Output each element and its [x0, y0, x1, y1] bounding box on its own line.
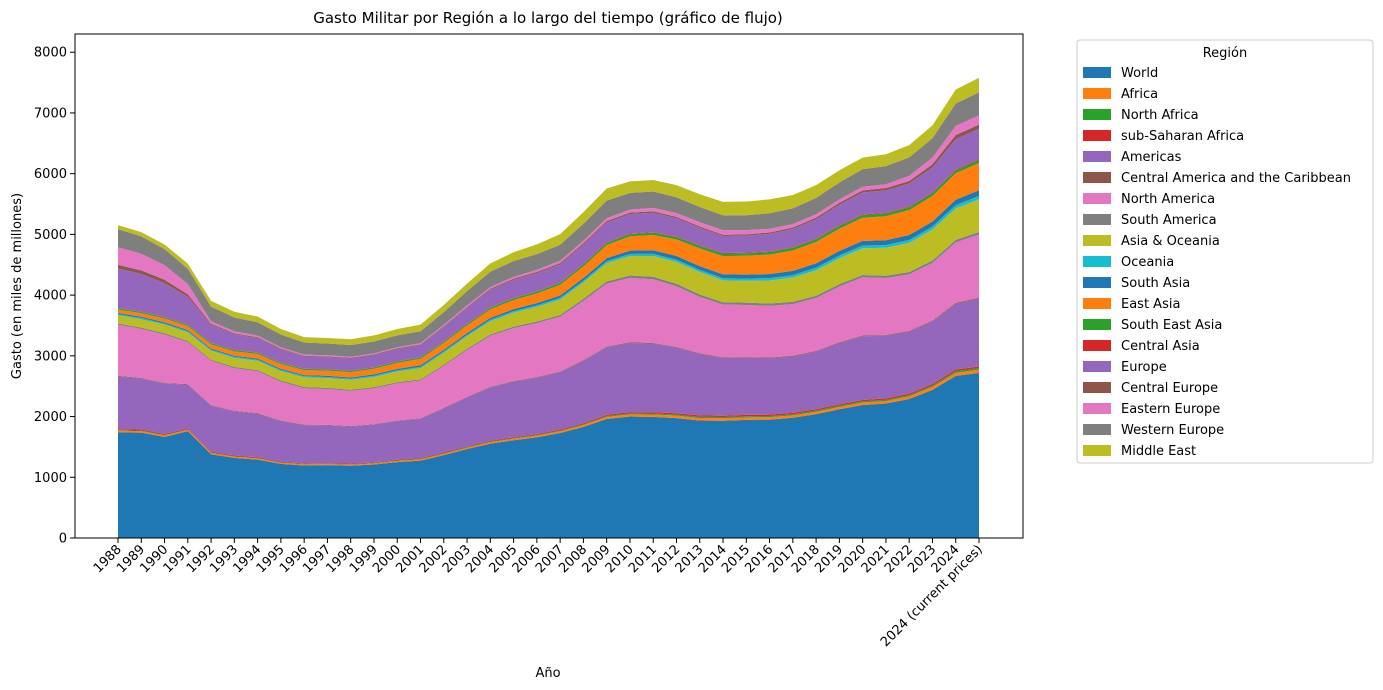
legend-label-south-east-asia: South East Asia: [1121, 318, 1222, 333]
legend-swatch-asia-oceania: [1083, 235, 1111, 246]
legend-swatch-north-africa: [1083, 109, 1111, 120]
legend-label-world: World: [1121, 66, 1158, 81]
y-tick-label: 4000: [34, 289, 67, 304]
legend-swatch-south-asia: [1083, 277, 1111, 288]
area-asia-oceania: [118, 199, 979, 390]
legend-label-south-asia: South Asia: [1121, 276, 1190, 291]
legend-label-oceania: Oceania: [1121, 255, 1174, 270]
x-axis: 1988198919901991199219931994199519961997…: [91, 538, 986, 650]
legend-swatch-americas: [1083, 151, 1111, 162]
area-world: [118, 372, 979, 538]
area-north-america: [118, 234, 979, 427]
legend-label-asia-oceania: Asia & Oceania: [1121, 234, 1220, 249]
legend: Región World Africa North Africa sub-Sahara…: [1076, 39, 1374, 464]
legend-frame: [1076, 39, 1374, 464]
legend-label-south-america: South America: [1121, 213, 1217, 228]
legend-label-central-asia: Central Asia: [1121, 339, 1200, 354]
plot-frame: [74, 33, 1024, 539]
legend-swatch-world: [1083, 67, 1111, 78]
y-axis-label: Gasto (en miles de millones): [10, 193, 25, 379]
legend-swatch-north-america: [1083, 193, 1111, 204]
chart-title: Gasto Militar por Región a lo largo del …: [313, 9, 783, 27]
legend-label-eastern-europe: Eastern Europe: [1121, 402, 1220, 417]
legend-label-north-america: North America: [1121, 192, 1215, 207]
y-tick-label: 2000: [34, 410, 67, 425]
y-tick-label: 6000: [34, 167, 67, 182]
area-layers: [118, 77, 979, 538]
legend-swatch-eastern-europe: [1083, 403, 1111, 414]
legend-swatch-central-asia: [1083, 340, 1111, 351]
legend-label-americas: Americas: [1121, 150, 1182, 165]
y-tick-label: 7000: [34, 106, 67, 121]
y-tick-label: 0: [59, 532, 67, 547]
legend-label-western-europe: Western Europe: [1121, 423, 1224, 438]
legend-label-north-africa: North Africa: [1121, 108, 1199, 123]
legend-swatch-western-europe: [1083, 424, 1111, 435]
legend-swatch-oceania: [1083, 256, 1111, 267]
legend-swatch-south-east-asia: [1083, 319, 1111, 330]
legend-swatch-central-america-and-the-caribbean: [1083, 172, 1111, 183]
legend-label-middle-east: Middle East: [1121, 444, 1196, 459]
area-americas: [118, 298, 979, 464]
y-tick-label: 5000: [34, 228, 67, 243]
legend-swatch-africa: [1083, 88, 1111, 99]
legend-label-central-america-and-the-caribbean: Central America and the Caribbean: [1121, 171, 1351, 186]
legend-label-sub-saharan-africa: sub-Saharan Africa: [1121, 129, 1244, 144]
legend-swatch-europe: [1083, 361, 1111, 372]
legend-swatch-east-asia: [1083, 298, 1111, 309]
legend-label-central-europe: Central Europe: [1121, 381, 1218, 396]
legend-swatch-sub-saharan-africa: [1083, 130, 1111, 141]
y-tick-label: 1000: [34, 471, 67, 486]
x-axis-label: Año: [535, 666, 560, 681]
y-tick-label: 3000: [34, 349, 67, 364]
legend-title: Región: [1203, 46, 1248, 61]
legend-label-africa: Africa: [1121, 87, 1158, 102]
legend-swatch-central-europe: [1083, 382, 1111, 393]
legend-swatch-middle-east: [1083, 445, 1111, 456]
y-axis: 0 1000 2000 3000 4000 5000 6000 7000 8000: [34, 46, 75, 547]
legend-label-europe: Europe: [1121, 360, 1167, 375]
y-tick-label: 8000: [34, 46, 67, 61]
legend-label-east-asia: East Asia: [1121, 297, 1180, 312]
legend-swatch-south-america: [1083, 214, 1111, 225]
